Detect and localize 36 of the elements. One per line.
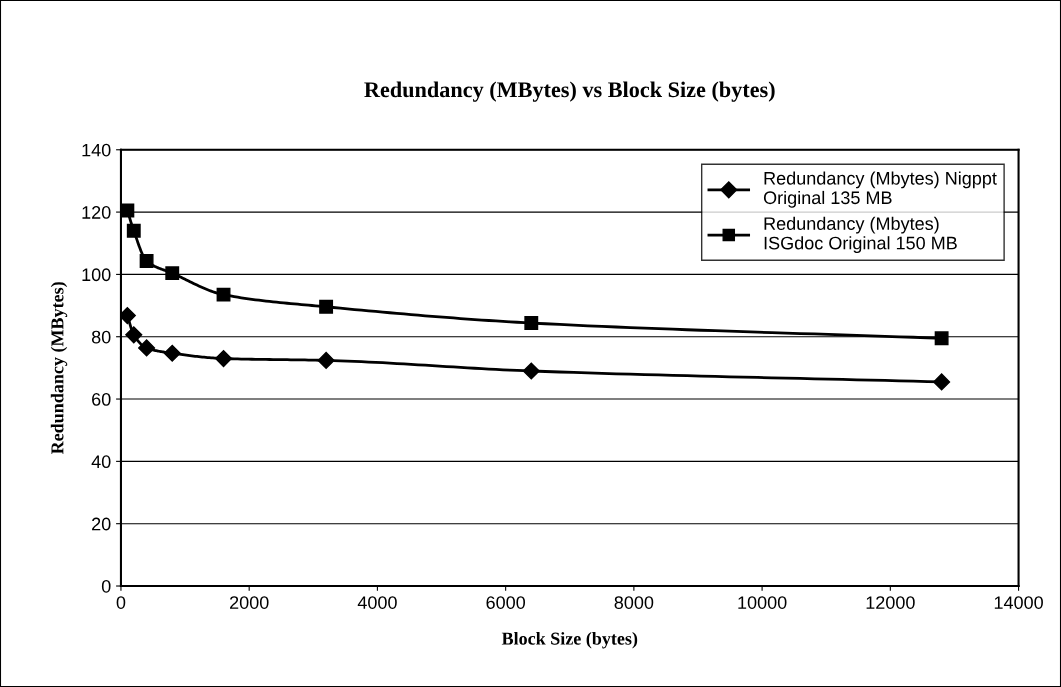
point xyxy=(163,344,181,362)
x-tick-label: 10000 xyxy=(738,596,787,609)
point xyxy=(317,351,335,369)
y-tick-label: 80 xyxy=(91,330,111,344)
point xyxy=(522,362,540,380)
point xyxy=(138,339,156,357)
y-tick-label: 20 xyxy=(92,517,111,531)
y-axis-title: Redundancy (MBytes) xyxy=(50,282,68,455)
point xyxy=(214,349,233,368)
x-tick-label: 2000 xyxy=(230,596,269,609)
y-tick-label: 40 xyxy=(91,455,111,469)
x-axis-title: Block Size (bytes) xyxy=(501,632,638,649)
x-tick-label: 0 xyxy=(116,596,126,609)
point xyxy=(319,299,334,314)
legend-label: Redundancy (Mbytes) Nigppt Original 135 MB xyxy=(763,171,997,208)
x-tick-label: 4000 xyxy=(357,596,397,609)
y-tick-label: 140 xyxy=(82,143,111,157)
x-tick-label: 8000 xyxy=(614,596,654,609)
point xyxy=(933,373,951,391)
legend-label: Redundancy (Mbytes) ISGdoc Original 150 MB xyxy=(764,216,957,254)
point xyxy=(165,266,180,281)
point xyxy=(524,316,539,330)
point xyxy=(934,331,949,346)
y-tick-label: 0 xyxy=(101,579,111,593)
x-tick-label: 6000 xyxy=(486,596,526,609)
y-tick-label: 120 xyxy=(82,206,111,219)
point xyxy=(216,287,231,302)
y-tick-label: 60 xyxy=(92,392,111,406)
x-tick-label: 12000 xyxy=(866,596,915,609)
chart-title: Redundancy (MBytes) vs Block Size (bytes) xyxy=(364,81,775,102)
point xyxy=(125,326,143,344)
point xyxy=(120,306,136,325)
point xyxy=(126,223,141,238)
x-tick-label: 14000 xyxy=(994,596,1043,609)
y-tick-label: 100 xyxy=(82,268,111,282)
point xyxy=(139,254,154,268)
